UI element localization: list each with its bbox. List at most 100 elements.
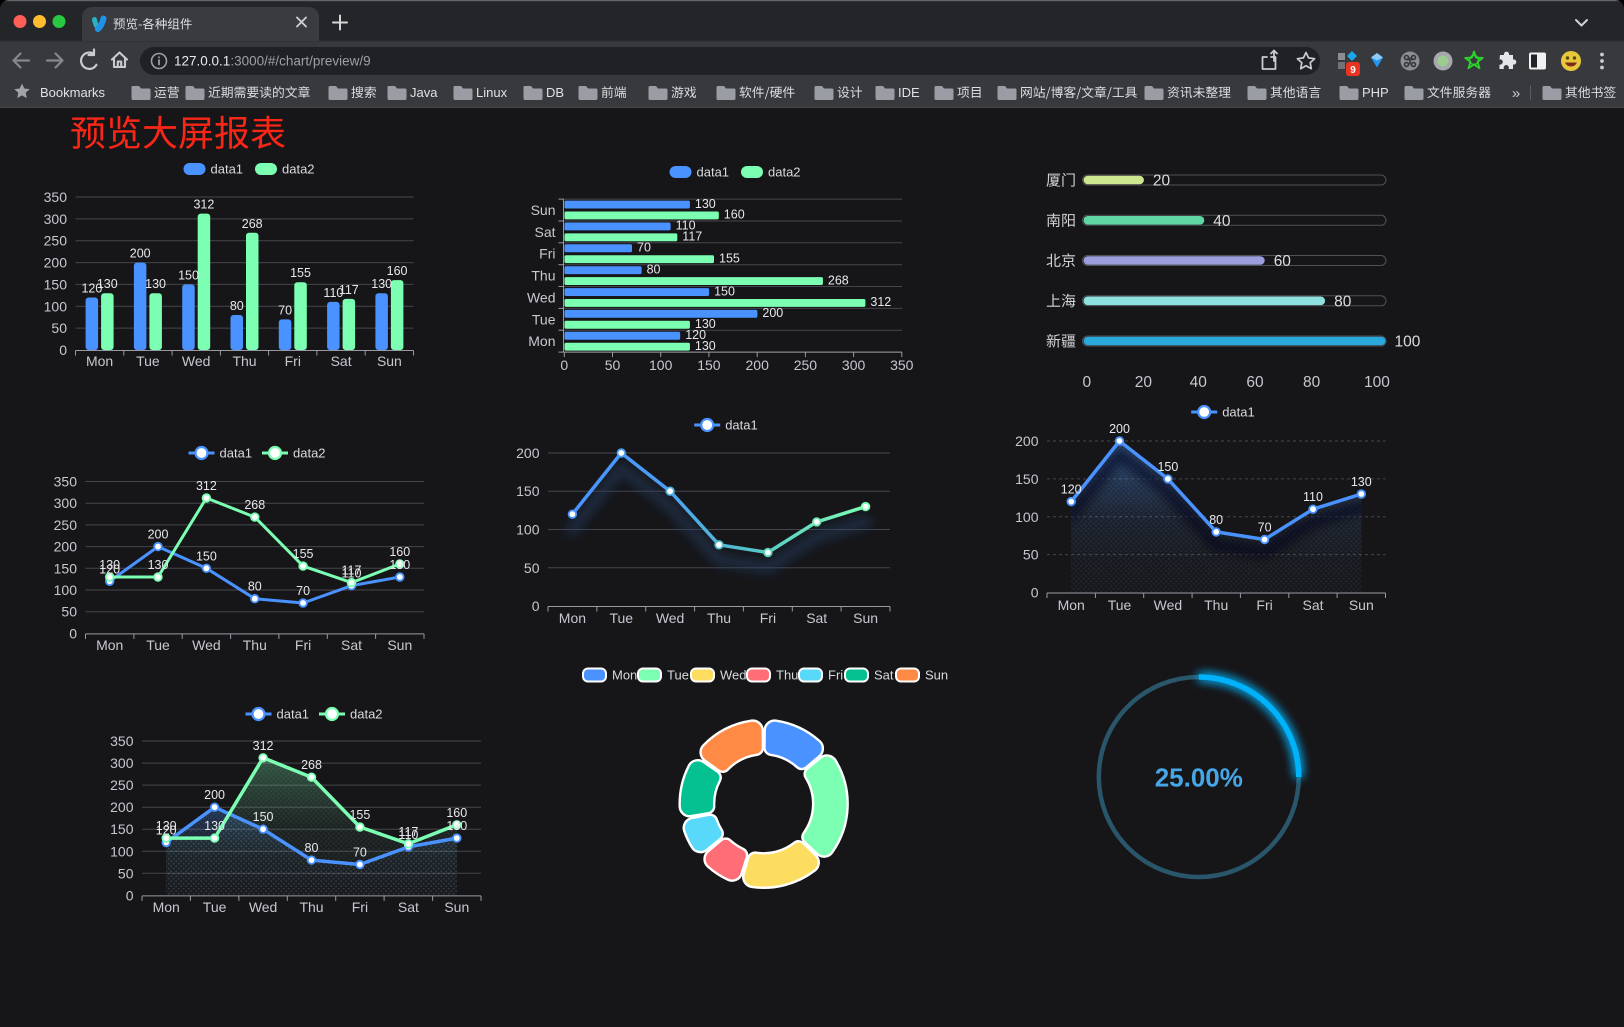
svg-text:Wed: Wed xyxy=(720,668,747,683)
svg-text:200: 200 xyxy=(746,357,770,373)
svg-text:200: 200 xyxy=(516,445,540,461)
svg-text:Wed: Wed xyxy=(656,610,685,626)
svg-text:70: 70 xyxy=(637,241,651,255)
svg-text:Fri: Fri xyxy=(760,610,776,626)
svg-text:200: 200 xyxy=(762,306,783,320)
svg-text:160: 160 xyxy=(389,545,410,559)
svg-text:130: 130 xyxy=(204,819,225,833)
svg-text:80: 80 xyxy=(305,841,319,855)
svg-text:80: 80 xyxy=(647,262,661,276)
svg-text:Sun: Sun xyxy=(853,610,878,626)
svg-text:120: 120 xyxy=(1061,483,1082,497)
svg-text:100: 100 xyxy=(54,582,78,598)
svg-text:130: 130 xyxy=(446,819,467,833)
svg-text:250: 250 xyxy=(44,233,68,249)
svg-text:Tue: Tue xyxy=(532,311,556,327)
svg-text:130: 130 xyxy=(695,339,716,353)
svg-text:130: 130 xyxy=(371,277,392,291)
svg-text:127.0.0.1:3000/#/chart/preview: 127.0.0.1:3000/#/chart/preview/9 xyxy=(174,54,371,69)
svg-text:0: 0 xyxy=(59,342,67,358)
svg-text:155: 155 xyxy=(349,808,370,822)
svg-text:IDE: IDE xyxy=(898,85,920,100)
svg-text:0: 0 xyxy=(126,887,134,903)
svg-text:150: 150 xyxy=(253,810,274,824)
svg-text:Bookmarks: Bookmarks xyxy=(40,85,106,100)
svg-text:200: 200 xyxy=(1015,433,1039,449)
svg-text:110: 110 xyxy=(398,828,418,842)
svg-text:200: 200 xyxy=(110,799,134,815)
svg-text:300: 300 xyxy=(44,211,68,227)
svg-text:Sun: Sun xyxy=(531,202,556,218)
svg-text:150: 150 xyxy=(697,357,721,373)
svg-text:Fri: Fri xyxy=(295,637,311,653)
svg-text:150: 150 xyxy=(714,284,735,298)
svg-text:Sun: Sun xyxy=(377,353,402,369)
svg-text:9: 9 xyxy=(1350,65,1356,76)
svg-text:130: 130 xyxy=(148,558,169,572)
svg-text:0: 0 xyxy=(69,625,77,641)
svg-text:40: 40 xyxy=(1190,374,1208,391)
svg-text:Sat: Sat xyxy=(1302,597,1323,613)
svg-text:200: 200 xyxy=(204,788,225,802)
svg-text:50: 50 xyxy=(61,604,77,620)
svg-text:130: 130 xyxy=(99,558,120,572)
svg-text:100: 100 xyxy=(649,357,673,373)
svg-text:40: 40 xyxy=(1213,213,1231,230)
svg-text:data2: data2 xyxy=(282,162,315,177)
svg-text:130: 130 xyxy=(145,277,166,291)
svg-text:350: 350 xyxy=(54,474,78,490)
svg-text:160: 160 xyxy=(387,264,408,278)
svg-text:350: 350 xyxy=(890,357,914,373)
svg-text:Sat: Sat xyxy=(331,353,352,369)
svg-text:100: 100 xyxy=(44,298,68,314)
svg-text:Thu: Thu xyxy=(531,268,555,284)
svg-text:110: 110 xyxy=(676,219,696,233)
svg-text:200: 200 xyxy=(44,255,68,271)
svg-text:PHP: PHP xyxy=(1362,85,1389,100)
svg-text:80: 80 xyxy=(1209,513,1223,527)
svg-text:Mon: Mon xyxy=(96,637,123,653)
svg-text:250: 250 xyxy=(110,777,134,793)
svg-text:Sat: Sat xyxy=(874,668,894,683)
svg-text:data2: data2 xyxy=(350,707,383,722)
svg-text:Thu: Thu xyxy=(1204,597,1228,613)
svg-text:Mon: Mon xyxy=(1058,597,1085,613)
svg-text:Sat: Sat xyxy=(806,610,827,626)
svg-text:117: 117 xyxy=(342,564,362,578)
svg-text:0: 0 xyxy=(1031,585,1039,601)
svg-text:160: 160 xyxy=(446,806,467,820)
svg-text:150: 150 xyxy=(1157,460,1178,474)
svg-text:Tue: Tue xyxy=(146,637,170,653)
svg-text:Thu: Thu xyxy=(299,899,323,915)
svg-text:130: 130 xyxy=(97,277,118,291)
svg-text:300: 300 xyxy=(110,755,134,771)
svg-text:Fri: Fri xyxy=(828,668,843,683)
svg-text:117: 117 xyxy=(682,230,702,244)
svg-text:Fri: Fri xyxy=(285,353,301,369)
svg-text:25.00%: 25.00% xyxy=(1155,763,1243,793)
svg-text:DB: DB xyxy=(546,85,564,100)
svg-text:150: 150 xyxy=(196,549,217,563)
svg-text:200: 200 xyxy=(54,539,78,555)
svg-text:150: 150 xyxy=(178,268,199,282)
svg-text:70: 70 xyxy=(296,584,310,598)
svg-text:20: 20 xyxy=(1135,374,1153,391)
svg-text:data1: data1 xyxy=(220,446,253,461)
svg-text:Fri: Fri xyxy=(1256,597,1272,613)
svg-text:200: 200 xyxy=(130,247,151,261)
svg-text:Mon: Mon xyxy=(153,899,180,915)
svg-text:Sun: Sun xyxy=(1349,597,1374,613)
svg-text:110: 110 xyxy=(323,286,343,300)
svg-text:130: 130 xyxy=(695,317,716,331)
svg-text:Sat: Sat xyxy=(341,637,362,653)
svg-text:100: 100 xyxy=(110,843,134,859)
svg-text:0: 0 xyxy=(560,357,568,373)
svg-text:155: 155 xyxy=(293,547,314,561)
svg-text:Sun: Sun xyxy=(444,899,469,915)
svg-text:70: 70 xyxy=(353,846,367,860)
svg-text:data1: data1 xyxy=(1222,405,1255,420)
svg-text:Wed: Wed xyxy=(1154,597,1183,613)
svg-text:20: 20 xyxy=(1153,173,1171,190)
svg-text:50: 50 xyxy=(605,357,621,373)
svg-text:150: 150 xyxy=(516,483,540,499)
